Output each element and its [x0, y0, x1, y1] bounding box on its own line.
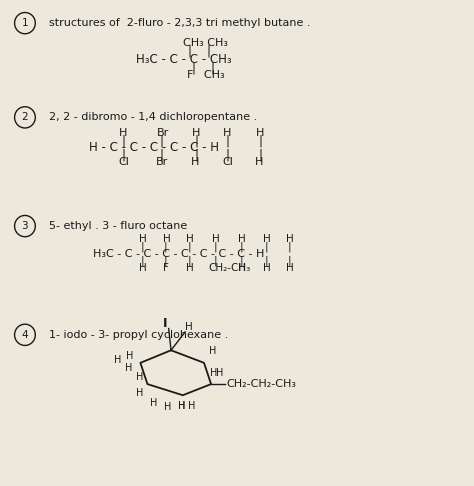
Text: |: |	[159, 134, 163, 147]
Text: |: |	[225, 149, 229, 161]
Text: |: |	[264, 256, 268, 266]
Text: Cl: Cl	[118, 157, 129, 167]
Text: |: |	[239, 256, 243, 266]
Text: H: H	[263, 263, 271, 273]
Text: 2: 2	[22, 112, 28, 122]
Text: H: H	[150, 399, 157, 408]
Text: H: H	[191, 157, 200, 167]
Text: H: H	[255, 157, 263, 167]
Text: |: |	[121, 134, 126, 147]
Text: H: H	[136, 388, 143, 398]
Text: CH₃ CH₃: CH₃ CH₃	[183, 38, 228, 49]
Text: |: |	[239, 241, 243, 252]
Text: |: |	[258, 134, 262, 147]
Text: |: |	[121, 149, 126, 161]
Text: |: |	[264, 241, 268, 252]
Text: H: H	[188, 401, 195, 411]
Text: |: |	[225, 134, 229, 147]
Text: H: H	[178, 401, 185, 411]
Text: H: H	[286, 234, 294, 244]
Text: |    |: | |	[192, 61, 215, 74]
Text: H₃C - C - C - CH₃: H₃C - C - C - CH₃	[136, 53, 231, 66]
Text: structures of  2-fluro - 2,3,3 tri methyl butane .: structures of 2-fluro - 2,3,3 tri methyl…	[48, 18, 310, 28]
Text: |: |	[164, 256, 168, 266]
Text: |: |	[213, 241, 217, 252]
Text: F: F	[163, 263, 168, 273]
Text: |: |	[288, 241, 292, 252]
Text: H: H	[209, 346, 216, 356]
Text: H - C - C - C - C - C - H: H - C - C - C - C - C - H	[89, 141, 219, 155]
Text: H: H	[126, 350, 134, 361]
Text: I: I	[163, 317, 167, 330]
Text: H: H	[216, 368, 223, 379]
Text: |    |: | |	[188, 45, 210, 58]
Text: H: H	[115, 355, 122, 365]
Text: H: H	[125, 363, 133, 373]
Text: CH₂-CH₃: CH₂-CH₃	[209, 263, 251, 273]
Text: |: |	[164, 241, 168, 252]
Text: H: H	[139, 234, 147, 244]
Text: H: H	[139, 263, 147, 273]
Text: H: H	[136, 372, 143, 382]
Text: H: H	[223, 128, 231, 139]
Text: 4: 4	[22, 330, 28, 340]
Text: H: H	[238, 234, 246, 244]
Text: |: |	[140, 256, 144, 266]
Text: |: |	[213, 256, 217, 266]
Text: CH₂-CH₂-CH₃: CH₂-CH₂-CH₃	[227, 379, 297, 389]
Text: H: H	[210, 368, 217, 379]
Text: Cl: Cl	[222, 157, 233, 167]
Text: |: |	[140, 241, 144, 252]
Text: |: |	[188, 256, 191, 266]
Text: H: H	[212, 234, 220, 244]
Text: Br: Br	[157, 128, 169, 139]
Text: H: H	[163, 234, 170, 244]
Text: F   CH₃: F CH₃	[187, 70, 224, 80]
Text: H: H	[238, 263, 246, 273]
Text: H: H	[263, 234, 271, 244]
Text: H: H	[186, 234, 194, 244]
Text: 1: 1	[22, 18, 28, 28]
Text: |: |	[195, 134, 199, 147]
Text: 1- iodo - 3- propyl cyclohexane .: 1- iodo - 3- propyl cyclohexane .	[48, 330, 228, 340]
Text: Br: Br	[156, 157, 168, 167]
Text: |: |	[159, 149, 163, 161]
Text: |: |	[258, 149, 262, 161]
Text: 5- ethyl . 3 - fluro octane: 5- ethyl . 3 - fluro octane	[48, 221, 187, 231]
Text: H: H	[119, 128, 128, 139]
Text: 3: 3	[22, 221, 28, 231]
Text: H: H	[164, 402, 171, 412]
Text: H₃C - C - C - C - C - C - C - C - H: H₃C - C - C - C - C - C - C - C - H	[93, 249, 264, 259]
Text: 2, 2 - dibromo - 1,4 dichloropentane .: 2, 2 - dibromo - 1,4 dichloropentane .	[48, 112, 257, 122]
Text: H: H	[192, 128, 201, 139]
Text: H: H	[186, 263, 194, 273]
Text: H: H	[256, 128, 264, 139]
Text: H: H	[286, 263, 294, 273]
Text: |: |	[288, 256, 292, 266]
Text: |: |	[188, 241, 191, 252]
Text: H: H	[178, 401, 185, 411]
Text: H: H	[185, 322, 193, 332]
Text: |: |	[195, 149, 199, 161]
